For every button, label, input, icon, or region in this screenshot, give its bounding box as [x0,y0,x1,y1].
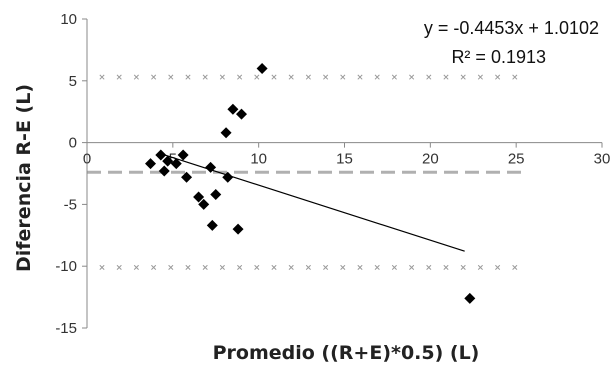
limit-marker [513,265,517,269]
x-tick-label: 15 [336,151,353,168]
data-point [221,127,232,138]
limit-marker [427,75,431,79]
limit-marker [409,265,413,269]
x-axis-title: Promedio ((R+E)*0.5) (L) [213,342,480,364]
x-tick-label: 20 [422,151,439,168]
limit-marker [237,265,241,269]
limit-marker [495,75,499,79]
limit-marker [392,75,396,79]
limit-marker [134,265,138,269]
limit-marker [186,265,190,269]
y-tick-labels: 10 5 0 -5 -10 -15 [55,11,77,337]
y-tick-label: 10 [60,11,77,28]
x-tick-label: 0 [83,151,91,168]
limit-marker [323,265,327,269]
limit-marker [169,265,173,269]
data-point [227,104,238,115]
y-axis-title: Diferencia R-E (L) [13,84,35,272]
limit-marker [375,75,379,79]
data-point [233,224,244,235]
limit-marker [461,75,465,79]
limit-marker [341,265,345,269]
y-tick-label: -5 [64,196,77,213]
y-tick-label: 0 [69,135,77,152]
limit-marker [272,265,276,269]
limit-marker [220,75,224,79]
lower-limit-line [100,265,517,269]
data-points [145,63,475,304]
data-point [210,189,221,200]
limit-marker [151,265,155,269]
data-point [178,149,189,160]
limit-marker [341,75,345,79]
limit-marker [306,75,310,79]
limit-marker [478,265,482,269]
data-point [145,158,156,169]
x-tick-label: 25 [508,151,525,168]
data-point [464,293,475,304]
limit-marker [478,75,482,79]
limit-marker [323,75,327,79]
limit-marker [495,265,499,269]
limit-marker [151,75,155,79]
r-squared-label: R² = 0.1913 [451,47,546,67]
limit-marker [289,75,293,79]
y-tick-label: -15 [55,320,77,337]
reference-lines [87,75,527,270]
limit-marker [392,265,396,269]
limit-marker [100,265,104,269]
x-tick-label: 10 [250,151,267,168]
y-tick-label: 5 [69,73,77,90]
limit-marker [237,75,241,79]
x-tick-label: 30 [594,151,611,168]
data-point [207,220,218,231]
limit-marker [117,75,121,79]
limit-marker [358,75,362,79]
y-tick-label: -10 [55,258,77,275]
limit-marker [203,265,207,269]
limit-marker [255,265,259,269]
data-point [236,109,247,120]
limit-marker [375,265,379,269]
trendline-equation: y = -0.4453x + 1.0102 [424,18,599,38]
limit-marker [306,265,310,269]
limit-marker [272,75,276,79]
limit-marker [255,75,259,79]
limit-marker [289,265,293,269]
limit-marker [444,265,448,269]
limit-marker [186,75,190,79]
limit-marker [220,265,224,269]
limit-marker [117,265,121,269]
limit-marker [444,75,448,79]
limit-marker [513,75,517,79]
data-point [257,63,268,74]
limit-marker [169,75,173,79]
limit-marker [461,265,465,269]
limit-marker [203,75,207,79]
limit-marker [409,75,413,79]
limit-marker [358,265,362,269]
upper-limit-line [100,75,517,79]
limit-marker [100,75,104,79]
limit-marker [427,265,431,269]
limit-marker [134,75,138,79]
